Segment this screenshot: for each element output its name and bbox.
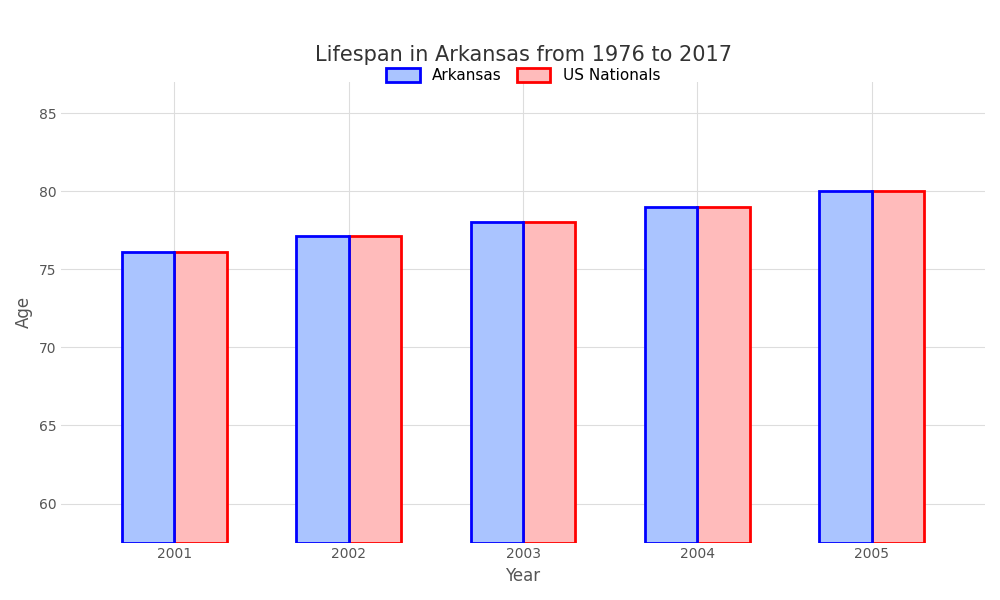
Bar	[523, 223, 575, 542]
X-axis label: Year: Year	[505, 567, 541, 585]
Bar	[697, 207, 750, 542]
Bar	[122, 252, 174, 542]
Title: Lifespan in Arkansas from 1976 to 2017: Lifespan in Arkansas from 1976 to 2017	[315, 45, 732, 65]
Bar	[872, 191, 924, 542]
Bar	[645, 207, 697, 542]
Bar	[349, 236, 401, 542]
Bar	[471, 223, 523, 542]
Bar	[296, 236, 349, 542]
Y-axis label: Age: Age	[15, 296, 33, 328]
Legend: Arkansas, US Nationals: Arkansas, US Nationals	[380, 62, 666, 89]
Bar	[174, 252, 227, 542]
Bar	[819, 191, 872, 542]
